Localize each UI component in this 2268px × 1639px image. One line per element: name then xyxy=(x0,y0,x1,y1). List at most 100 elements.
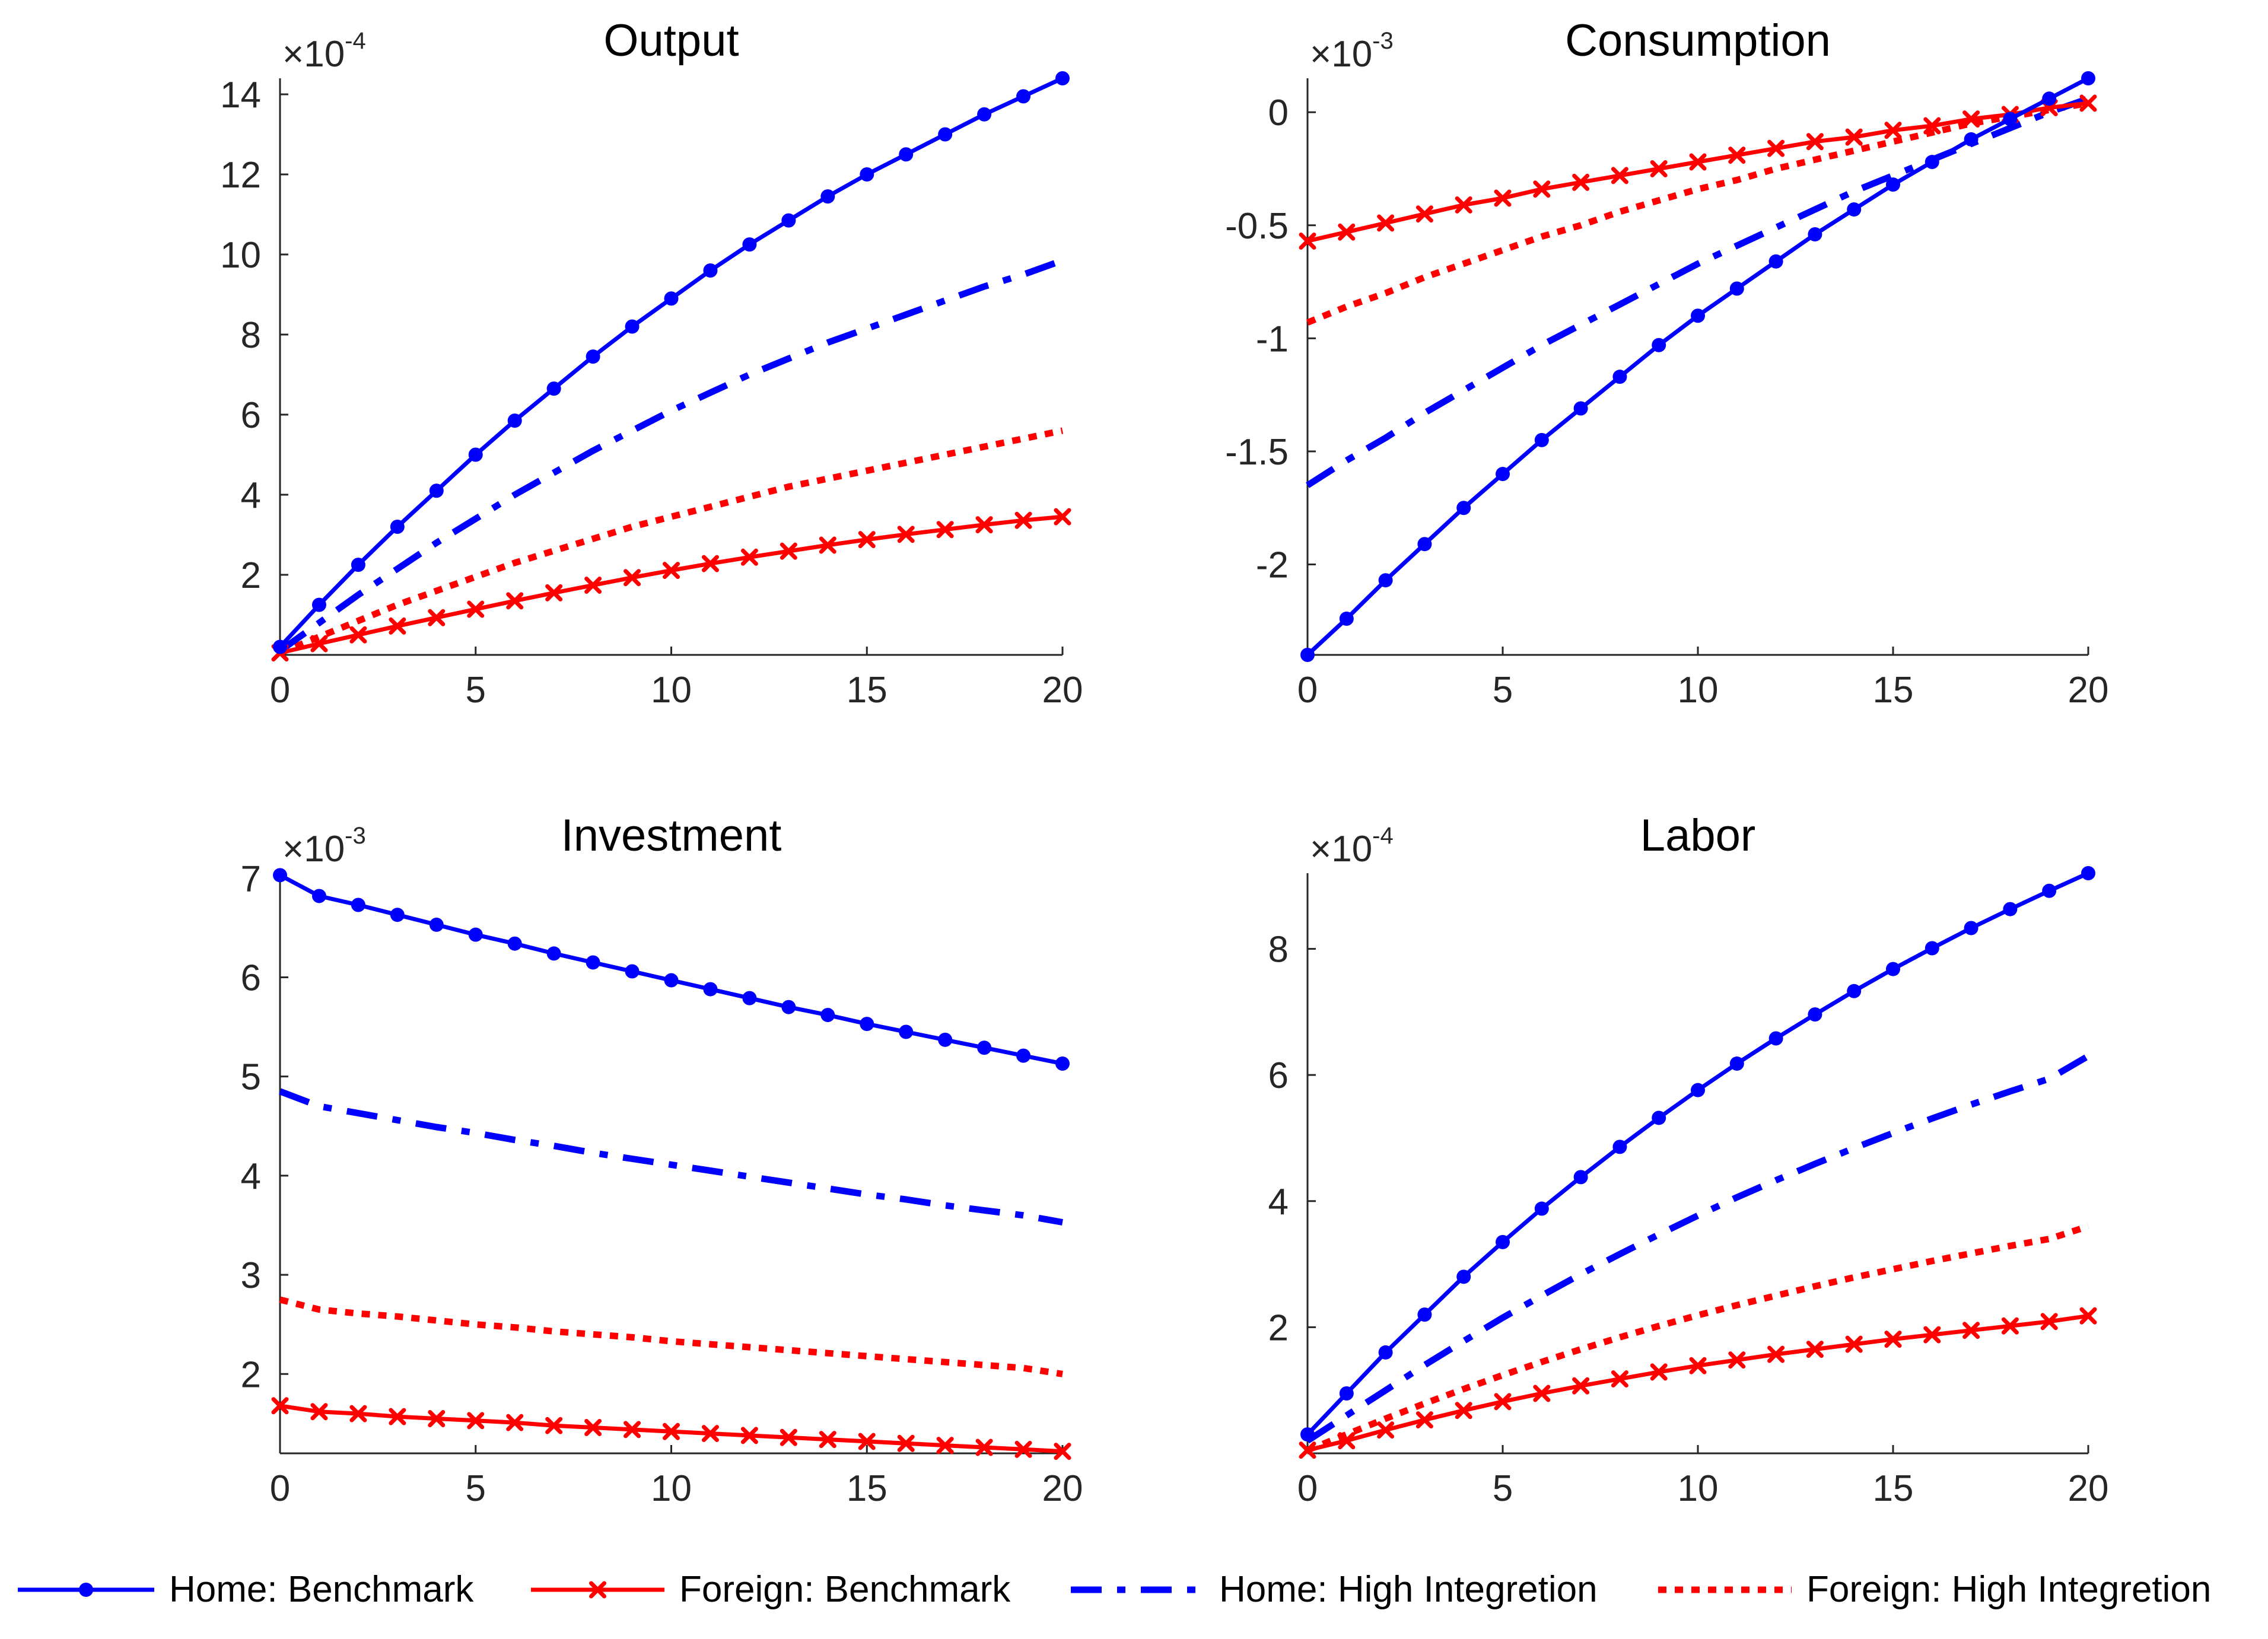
series-home-high-integretion xyxy=(278,257,1064,654)
y-tick-label: 12 xyxy=(220,155,261,196)
data-point xyxy=(1455,196,1472,214)
y-tick-label: 5 xyxy=(241,1057,261,1098)
data-point xyxy=(1338,1432,1356,1450)
data-point xyxy=(2042,883,2057,898)
data-point xyxy=(1054,1443,1071,1460)
data-point xyxy=(1845,1335,1863,1353)
data-point xyxy=(1691,308,1705,323)
data-point xyxy=(351,558,365,572)
data-point xyxy=(977,1040,992,1055)
data-point xyxy=(467,1412,485,1430)
data-point xyxy=(858,1433,876,1450)
data-point xyxy=(1338,223,1356,241)
data-point xyxy=(1572,173,1590,191)
data-point xyxy=(1300,1427,1315,1442)
y-tick-label: 2 xyxy=(1268,1307,1289,1348)
data-point xyxy=(390,520,405,534)
legend-marker xyxy=(79,1583,93,1597)
data-point xyxy=(663,1422,680,1440)
data-point xyxy=(389,617,406,635)
y-tick-label: -2 xyxy=(1256,545,1289,586)
x-tick-label: 20 xyxy=(1042,670,1083,711)
legend-item-foreign-benchmark: Foreign: Benchmark xyxy=(531,1569,1011,1610)
series-line xyxy=(1307,101,2089,243)
data-point xyxy=(545,1417,563,1434)
data-point xyxy=(1729,1056,1744,1071)
x-tick-label: 15 xyxy=(847,670,888,711)
data-point xyxy=(1886,177,1900,192)
data-point xyxy=(584,577,602,594)
data-point xyxy=(1886,962,1900,976)
data-point xyxy=(468,447,483,462)
data-point xyxy=(740,548,758,566)
x-tick-label: 20 xyxy=(2068,670,2109,711)
data-point xyxy=(273,868,287,883)
data-point xyxy=(1014,511,1032,529)
y-tick-label: 8 xyxy=(1268,930,1289,970)
x-tick-label: 10 xyxy=(651,670,692,711)
legend-item-home-high-integretion: Home: High Integretion xyxy=(1071,1569,1598,1610)
data-point xyxy=(977,107,992,122)
data-point xyxy=(742,991,757,1005)
series-line xyxy=(1306,100,2089,326)
series-foreign-benchmark xyxy=(271,508,1071,662)
series-line xyxy=(279,1296,1063,1377)
series-home-high-integretion xyxy=(1306,96,2089,488)
data-point xyxy=(1962,110,1980,128)
data-point xyxy=(506,592,524,610)
panel-labor: 0 5 10 15 20 2 4 6 8 ×10-4 Labor xyxy=(1268,810,2109,1509)
data-point xyxy=(936,521,954,539)
data-point xyxy=(1612,370,1627,384)
data-point xyxy=(586,955,600,970)
y-tick-label: 2 xyxy=(241,555,261,596)
data-point xyxy=(311,889,326,903)
data-point xyxy=(664,973,679,988)
y-tick-label: 10 xyxy=(220,235,261,276)
data-point xyxy=(468,927,483,942)
panel-title: Investment xyxy=(561,810,782,861)
series-home-benchmark xyxy=(1300,71,2095,662)
data-point xyxy=(703,982,718,997)
data-point xyxy=(897,1434,915,1452)
x-tick-label: 5 xyxy=(466,1468,486,1509)
series-home-benchmark xyxy=(273,868,1070,1071)
data-point xyxy=(507,936,522,951)
data-point xyxy=(586,349,600,364)
data-point xyxy=(273,639,287,654)
data-point xyxy=(2001,1317,2019,1335)
data-point xyxy=(1377,1421,1395,1439)
data-point xyxy=(1729,281,1744,296)
data-point xyxy=(1884,1331,1902,1348)
series-foreign-benchmark xyxy=(1299,1307,2097,1459)
data-point xyxy=(1652,1110,1666,1125)
axis-exponent-label: ×10-3 xyxy=(1310,28,1394,75)
data-point xyxy=(507,413,522,428)
data-point xyxy=(1299,1441,1316,1459)
data-point xyxy=(1767,1345,1785,1363)
data-point xyxy=(1611,167,1628,184)
data-point xyxy=(1378,1345,1393,1360)
data-point xyxy=(703,263,718,278)
series-foreign-high-integretion xyxy=(1306,100,2089,326)
data-point xyxy=(1417,537,1432,552)
y-tick-label: 2 xyxy=(241,1354,261,1395)
series-home-benchmark xyxy=(273,71,1070,654)
data-point xyxy=(1845,128,1863,146)
axis-exponent-label: ×10-4 xyxy=(1310,823,1394,870)
data-point xyxy=(1054,508,1071,526)
data-point xyxy=(664,291,679,306)
data-point xyxy=(936,1437,954,1455)
panel-output: 0 5 10 15 20 2 4 6 8 10 12 14 ×10-4 Output xyxy=(220,15,1083,711)
data-point xyxy=(701,1425,719,1443)
data-point xyxy=(1768,254,1783,269)
series-line xyxy=(1306,96,2089,488)
data-point xyxy=(938,127,953,142)
series-foreign-benchmark xyxy=(271,1397,1071,1460)
data-point xyxy=(467,600,485,618)
panel-title: Output xyxy=(603,15,739,66)
data-point xyxy=(1768,1031,1783,1046)
y-tick-label: 4 xyxy=(1268,1182,1289,1223)
data-point xyxy=(1496,1234,1510,1249)
legend: Home: Benchmark Foreign: Benchmark Home: H… xyxy=(18,1569,2211,1610)
y-tick-label: -0.5 xyxy=(1225,206,1289,247)
